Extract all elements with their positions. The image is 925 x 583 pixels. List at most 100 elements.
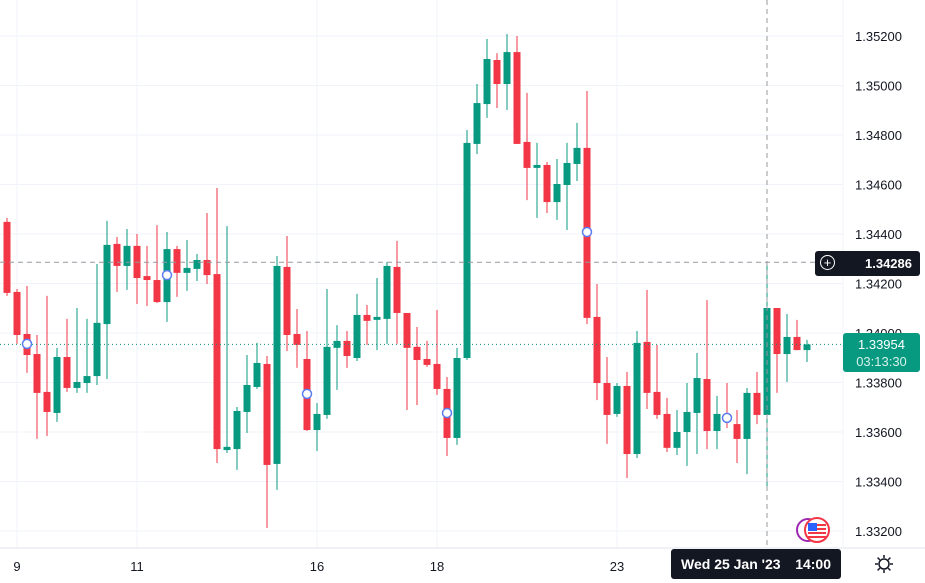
candle-body — [363, 314, 371, 321]
candle-up — [93, 263, 101, 385]
candle-body — [713, 413, 721, 432]
candle-down — [513, 36, 521, 144]
candle-up — [673, 409, 681, 456]
candle-body — [153, 280, 161, 303]
candle-body — [453, 357, 461, 438]
candle-down — [433, 309, 441, 395]
candle-body — [203, 259, 211, 276]
candle-up — [743, 387, 751, 475]
candle-down — [3, 217, 11, 296]
candle-body — [383, 265, 391, 319]
candle-body — [643, 341, 651, 393]
candle-down — [23, 285, 31, 373]
candle-body — [273, 265, 281, 464]
candle-body — [13, 291, 21, 335]
candle-down — [283, 235, 291, 352]
candle-body — [563, 162, 571, 185]
candle-down — [703, 300, 711, 450]
candle-body — [263, 363, 271, 465]
candle-up — [373, 278, 381, 351]
candle-body — [353, 314, 361, 358]
crosshair-price: 1.34286 — [865, 256, 912, 271]
candle-down — [583, 90, 591, 325]
event-marker-icon — [301, 388, 313, 400]
candle-body — [423, 358, 431, 365]
candle-down — [203, 212, 211, 284]
candle-body — [93, 322, 101, 377]
candle-down — [663, 397, 671, 453]
candle-down — [133, 234, 141, 305]
candle-down — [343, 331, 351, 368]
economic-events-icon[interactable] — [795, 516, 835, 546]
candle-down — [753, 371, 761, 425]
candle-up — [573, 122, 581, 182]
crosshair-date: Wed 25 Jan '23 — [681, 556, 781, 572]
candle-down — [793, 319, 801, 351]
plus-circle-icon[interactable]: + — [820, 255, 835, 270]
candle-up — [463, 130, 471, 360]
candle-up — [83, 318, 91, 393]
candle-body — [403, 312, 411, 348]
candle-up — [473, 84, 481, 155]
candle-down — [493, 53, 501, 109]
candle-down — [173, 245, 181, 297]
settings-button[interactable] — [873, 553, 895, 575]
candle-up — [243, 355, 251, 433]
candle-body — [553, 184, 561, 203]
candle-body — [83, 376, 91, 383]
candle-body — [393, 266, 401, 313]
candle-body — [493, 60, 501, 85]
candle-down — [643, 289, 651, 409]
candle-body — [73, 382, 81, 388]
candle-body — [633, 342, 641, 455]
event-marker-icon — [161, 269, 173, 281]
y-tick-label: 1.33800 — [855, 376, 902, 391]
candle-body — [123, 245, 131, 266]
candle-up — [453, 347, 461, 445]
candle-body — [413, 346, 421, 360]
candle-up — [233, 407, 241, 470]
candle-down — [63, 318, 71, 392]
candle-down — [773, 308, 781, 393]
candle-down — [303, 331, 311, 432]
last-price-value: 1.33954 — [858, 337, 905, 352]
candle-body — [773, 308, 781, 355]
candle-body — [503, 52, 511, 85]
candle-up — [613, 382, 621, 417]
time-axis[interactable]: 9 11 16 18 23 — [13, 559, 624, 574]
candle-down — [293, 308, 301, 368]
candle-body — [463, 142, 471, 358]
y-tick-label: 1.33400 — [855, 475, 902, 490]
price-axis[interactable]: 1.35200 1.35000 1.34800 1.34600 1.34400 1.342… — [855, 29, 902, 539]
candle-up — [483, 38, 491, 118]
candle-body — [103, 244, 111, 325]
y-tick-label: 1.33600 — [855, 425, 902, 440]
candle-body — [733, 424, 741, 439]
candle-down — [113, 236, 121, 292]
candle-down — [413, 327, 421, 406]
y-tick-label: 1.34800 — [855, 128, 902, 143]
candle-body — [753, 392, 761, 415]
crosshair-price-label: + 1.34286 — [815, 251, 920, 276]
candle-body — [613, 385, 621, 414]
candles — [3, 34, 811, 529]
candle-body — [653, 391, 661, 415]
candle-up — [803, 339, 811, 362]
gear-icon — [875, 555, 893, 573]
candle-body — [673, 432, 681, 448]
candle-up — [353, 293, 361, 361]
candle-body — [143, 276, 151, 281]
event-marker-icon — [721, 412, 733, 424]
candle-down — [13, 288, 21, 344]
last-price-label: 1.33954 03:13:30 — [843, 333, 920, 372]
candle-body — [483, 59, 491, 105]
candle-body — [623, 385, 631, 455]
candle-up — [193, 254, 201, 282]
us-flag-icon — [796, 517, 830, 543]
candle-down — [153, 225, 161, 304]
x-tick-label: 23 — [610, 559, 624, 574]
candle-body — [683, 411, 691, 432]
candle-up — [273, 256, 281, 490]
y-tick-label: 1.34600 — [855, 178, 902, 193]
